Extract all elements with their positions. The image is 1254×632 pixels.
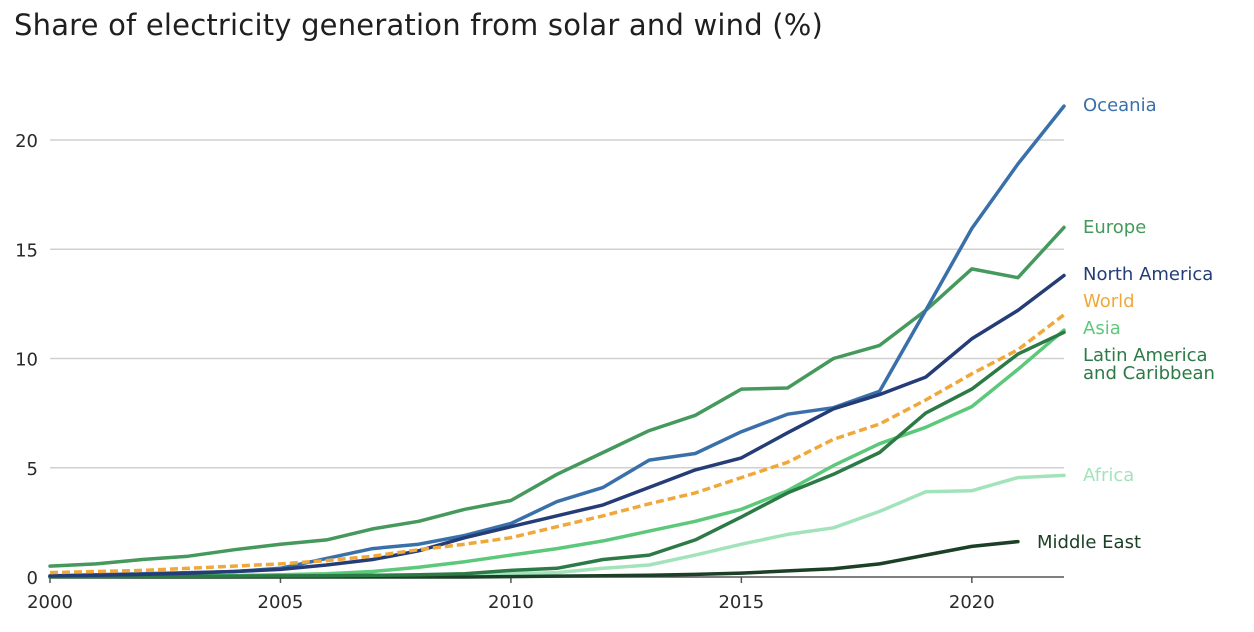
series-lines (48, 104, 1066, 579)
y-tick-label-20: 20 (15, 131, 38, 152)
series-label-latin-america-and-caribbean: Latin America and Caribbean (1083, 345, 1215, 384)
series-line-asia (48, 328, 1066, 579)
x-tick-label-2005: 2005 (258, 592, 304, 613)
series-label-europe: Europe (1083, 217, 1146, 238)
chart-title: Share of electricity generation from sol… (14, 8, 824, 42)
y-axis-ticks: 0 5 10 15 20 (15, 131, 38, 589)
y-tick-label-10: 10 (15, 350, 38, 371)
x-tick-label-2020: 2020 (949, 592, 995, 613)
series-label-asia: Asia (1083, 318, 1121, 339)
series-line-latin-america-and-caribbean (48, 330, 1066, 579)
series-label-middle-east: Middle East (1037, 532, 1141, 553)
x-axis-ticks: 2000 2005 2010 2015 2020 (27, 577, 995, 613)
x-tick-label-2015: 2015 (718, 592, 764, 613)
series-line-europe (48, 225, 1066, 568)
series-line-north-america (48, 273, 1066, 578)
series-line-world (49, 313, 1066, 575)
series-labels: Europe Oceania North America World Asia Latin… (1037, 95, 1215, 553)
series-label-north-america: North America (1083, 264, 1213, 285)
series-line-oceania (48, 104, 1066, 578)
series-label-africa: Africa (1083, 465, 1134, 486)
series-label-world: World (1083, 291, 1135, 312)
y-tick-label-5: 5 (27, 459, 38, 480)
y-tick-label-15: 15 (15, 240, 38, 261)
x-tick-label-2010: 2010 (488, 592, 534, 613)
series-label-oceania: Oceania (1083, 95, 1157, 116)
x-tick-label-2000: 2000 (27, 592, 73, 613)
y-tick-label-0: 0 (27, 568, 38, 589)
gridlines (50, 139, 1064, 578)
